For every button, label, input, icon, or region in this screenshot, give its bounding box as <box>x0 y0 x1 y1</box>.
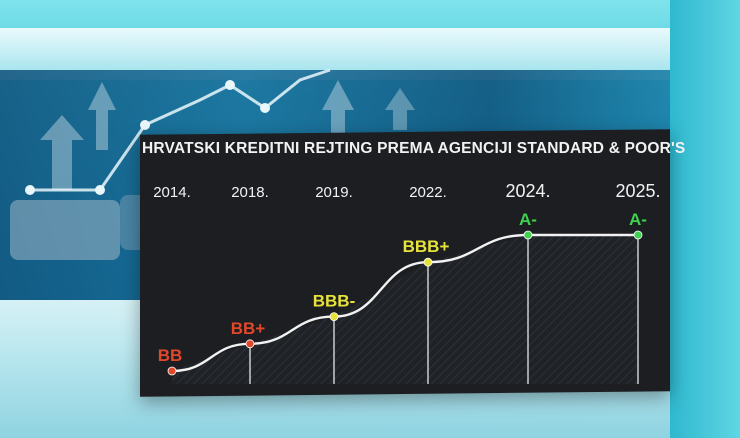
x-tick-label: 2024. <box>505 181 550 201</box>
data-point <box>523 230 533 240</box>
data-point <box>329 312 339 322</box>
background-trend-point <box>95 185 105 195</box>
x-tick-label: 2022. <box>409 184 447 201</box>
background-up-arrow-icon <box>88 82 116 150</box>
x-tick-label: 2018. <box>231 184 269 201</box>
rating-label: BB <box>158 346 183 365</box>
background-trend-point <box>260 103 270 113</box>
background-trend-point <box>25 185 35 195</box>
background-trend-point <box>140 120 150 130</box>
background-up-arrow-icon <box>385 88 415 130</box>
rating-label: A- <box>519 210 537 229</box>
rating-label: BBB+ <box>403 237 450 256</box>
rating-label: A- <box>629 210 647 229</box>
chart-title: HRVATSKI KREDITNI REJTING PREMA AGENCIJI… <box>142 140 686 157</box>
data-point <box>167 366 177 376</box>
background-coin-stack <box>10 200 120 260</box>
data-point <box>245 339 255 349</box>
series-line <box>171 233 638 373</box>
rating-label: BB+ <box>231 319 266 338</box>
background-up-arrow-icon <box>40 115 84 190</box>
background-trend-line <box>30 68 331 192</box>
background-trend-point <box>225 80 235 90</box>
data-point <box>423 257 433 267</box>
x-tick-label: 2025. <box>615 181 660 201</box>
x-tick-label: 2014. <box>153 184 191 201</box>
background-right-panel <box>670 0 740 438</box>
x-tick-label: 2019. <box>315 184 353 201</box>
background-up-arrow-icon <box>322 80 354 140</box>
data-point <box>633 230 643 240</box>
rating-label: BBB- <box>313 292 356 311</box>
area-fill <box>172 235 638 384</box>
